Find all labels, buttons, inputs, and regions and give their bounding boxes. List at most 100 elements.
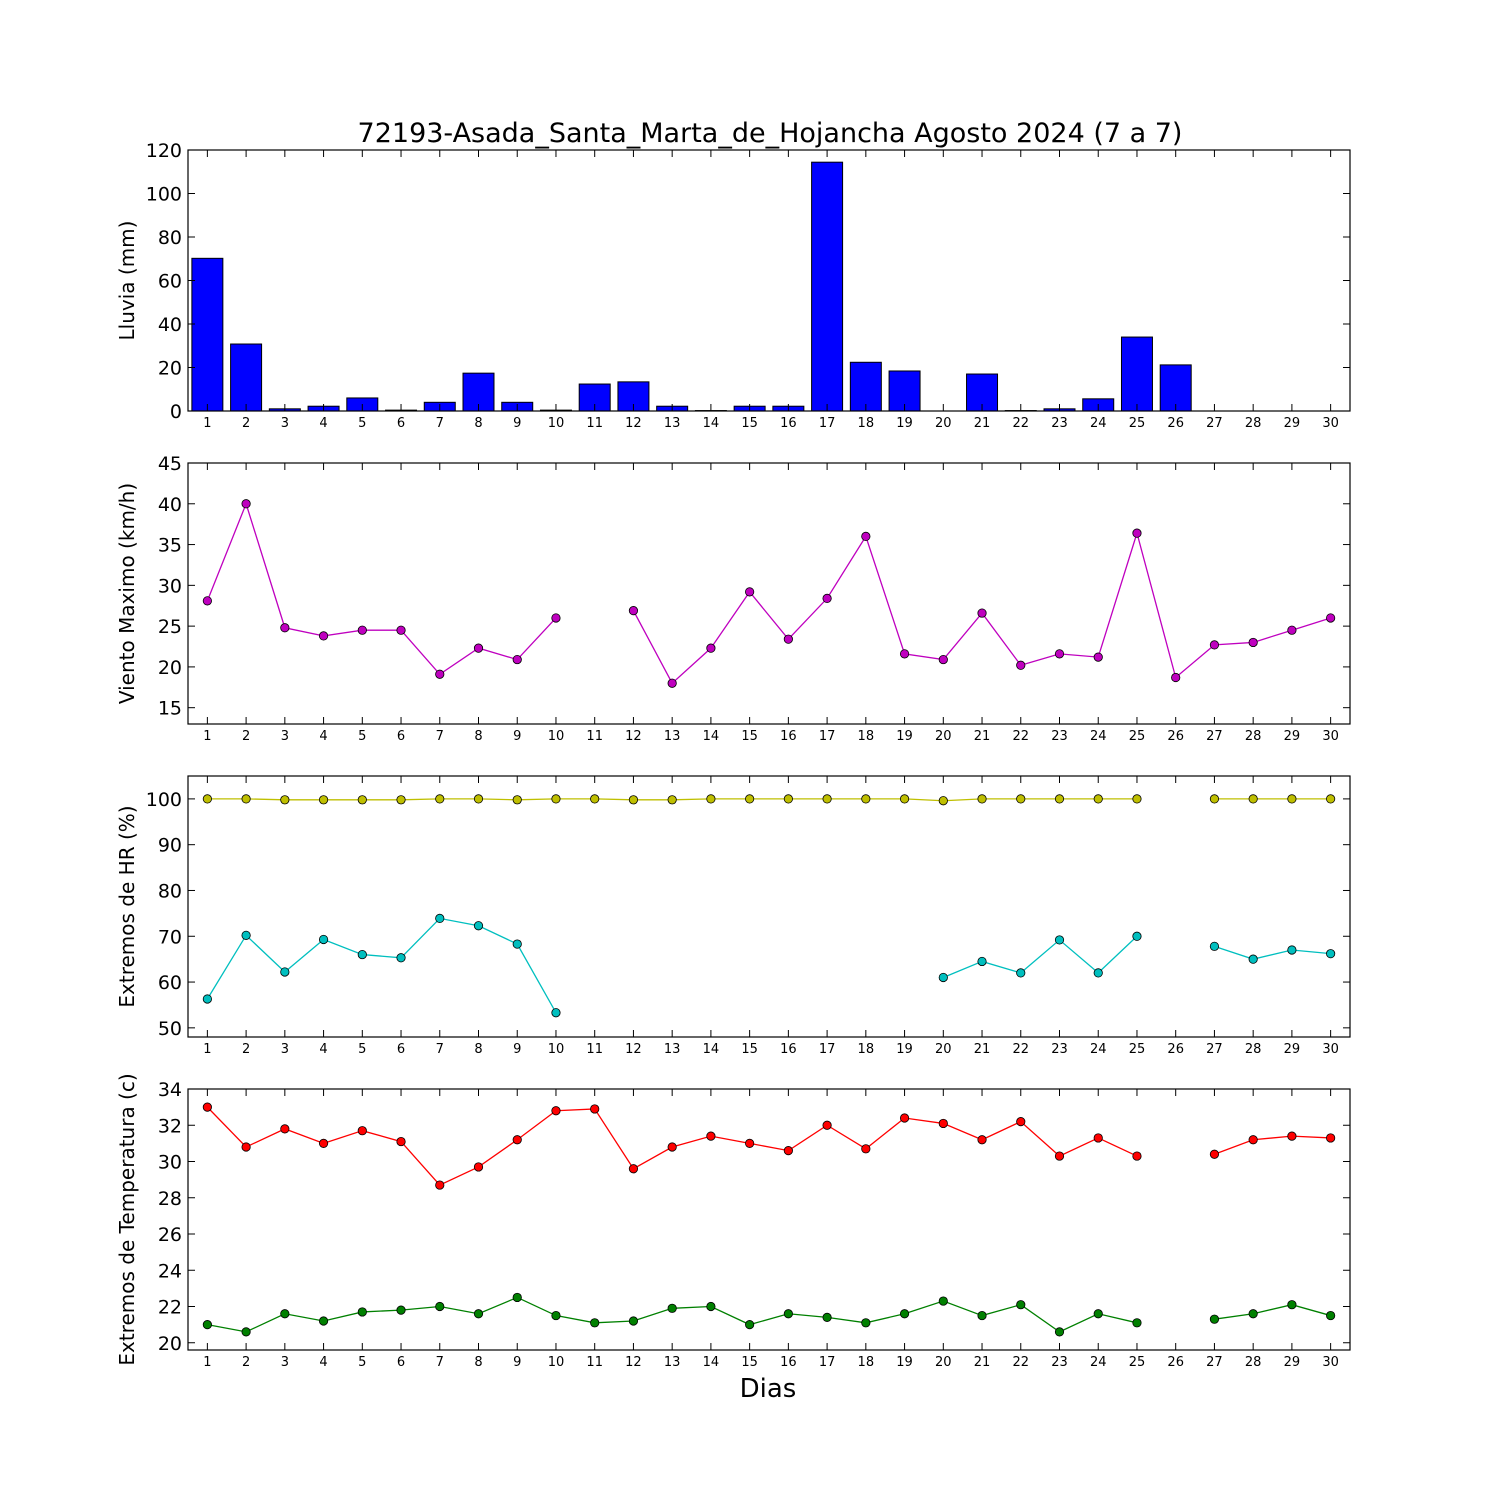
point-day-2 (241, 1327, 251, 1337)
x-tick-label: 19 (896, 1355, 913, 1370)
x-tick-label: 2 (242, 416, 250, 431)
x-tick-label: 17 (819, 1355, 836, 1370)
x-tick-label: 13 (664, 416, 681, 431)
x-tick-label: 3 (281, 729, 289, 744)
point-day-24 (1093, 968, 1103, 978)
point-day-23 (1054, 1327, 1065, 1337)
point-day-4 (318, 1138, 329, 1148)
point-day-13 (667, 1142, 677, 1152)
x-tick-label: 9 (513, 1355, 521, 1370)
x-tick-label: 28 (1245, 729, 1262, 744)
point-day-9 (512, 654, 522, 665)
x-tick-label: 15 (741, 416, 758, 431)
x-tick-label: 30 (1322, 1355, 1339, 1370)
point-day-6 (396, 1136, 406, 1147)
point-day-16 (783, 794, 793, 804)
x-tick-label: 3 (281, 1042, 289, 1057)
point-day-28 (1248, 794, 1258, 804)
point-day-14 (706, 794, 716, 804)
point-day-20 (938, 1118, 948, 1129)
x-tick-label: 30 (1322, 1042, 1339, 1057)
x-tick-label: 15 (741, 1355, 758, 1370)
x-tick-label: 19 (896, 1042, 913, 1057)
x-tick-label: 7 (436, 729, 444, 744)
x-tick-label: 5 (358, 416, 366, 431)
x-tick-label: 17 (819, 416, 836, 431)
x-tick-label: 10 (548, 1355, 565, 1370)
series-line (1214, 1135, 1331, 1155)
x-tick-label: 16 (780, 416, 797, 431)
x-tick-label: 2 (242, 1355, 250, 1370)
x-tick-label: 24 (1090, 1042, 1107, 1057)
point-day-24 (1093, 794, 1103, 804)
point-day-28 (1248, 954, 1258, 964)
point-day-18 (861, 1144, 871, 1154)
x-tick-label: 17 (819, 1042, 836, 1057)
point-day-3 (280, 623, 290, 633)
point-day-2 (241, 930, 251, 940)
point-day-10 (551, 794, 561, 804)
point-day-20 (938, 654, 948, 665)
bar-day-26 (1159, 364, 1192, 412)
y-tick-label: 20 (158, 657, 182, 679)
point-day-11 (590, 1318, 600, 1328)
x-tick-label: 29 (1284, 1042, 1301, 1057)
point-day-26 (1171, 672, 1181, 683)
point-day-12 (628, 1164, 639, 1174)
point-day-2 (241, 1142, 251, 1152)
y-tick-label: 40 (158, 494, 182, 516)
series-1 (202, 499, 1336, 688)
x-tick-label: 21 (974, 1355, 991, 1370)
y-tick-label: 15 (158, 698, 182, 720)
x-tick-label: 28 (1245, 1355, 1262, 1370)
x-tick-label: 6 (397, 1042, 405, 1057)
point-day-27 (1209, 640, 1220, 650)
point-day-25 (1132, 931, 1142, 941)
x-tick-label: 11 (586, 416, 603, 431)
point-day-8 (473, 921, 484, 931)
x-tick-label: 27 (1206, 1355, 1223, 1370)
point-day-27 (1209, 794, 1220, 804)
x-tick-label: 2 (242, 1042, 250, 1057)
series-1 (202, 1102, 1336, 1190)
point-day-29 (1287, 794, 1297, 804)
point-day-22 (1016, 660, 1026, 670)
point-day-1 (202, 1102, 212, 1112)
x-tick-label: 5 (358, 1042, 366, 1057)
x-tick-label: 11 (586, 1355, 603, 1370)
x-tick-label: 5 (358, 1355, 366, 1370)
y-tick-label: 0 (170, 401, 182, 423)
point-day-14 (706, 1131, 716, 1141)
point-day-25 (1132, 528, 1142, 538)
point-day-13 (667, 1303, 677, 1313)
x-tick-label: 22 (1012, 1042, 1029, 1057)
x-tick-label: 2 (242, 729, 250, 744)
point-day-1 (202, 994, 212, 1004)
y-tick-label: 22 (158, 1297, 182, 1319)
y-axis-title: Viento Maximo (km/h) (115, 483, 139, 704)
point-day-27 (1209, 1149, 1220, 1159)
point-day-19 (899, 649, 910, 659)
point-day-1 (202, 1320, 212, 1330)
x-tick-label: 12 (625, 1042, 642, 1057)
point-day-21 (977, 608, 987, 618)
point-day-1 (202, 794, 212, 804)
plot-frame (187, 462, 1351, 725)
y-axis-title: Extremos de Temperatura (c) (115, 1073, 139, 1365)
point-day-8 (473, 1162, 484, 1172)
x-tick-label: 20 (935, 1355, 952, 1370)
x-tick-label: 27 (1206, 729, 1223, 744)
x-tick-label: 6 (397, 729, 405, 744)
x-tick-label: 24 (1090, 1355, 1107, 1370)
point-day-22 (1016, 1300, 1026, 1310)
point-day-30 (1326, 613, 1336, 623)
y-axis-title: Lluvia (mm) (115, 221, 139, 341)
y-tick-label: 30 (158, 575, 182, 597)
point-day-15 (745, 1138, 755, 1148)
x-tick-label: 7 (436, 1355, 444, 1370)
x-tick-label: 21 (974, 416, 991, 431)
point-day-22 (1016, 968, 1026, 978)
point-day-5 (357, 795, 367, 805)
